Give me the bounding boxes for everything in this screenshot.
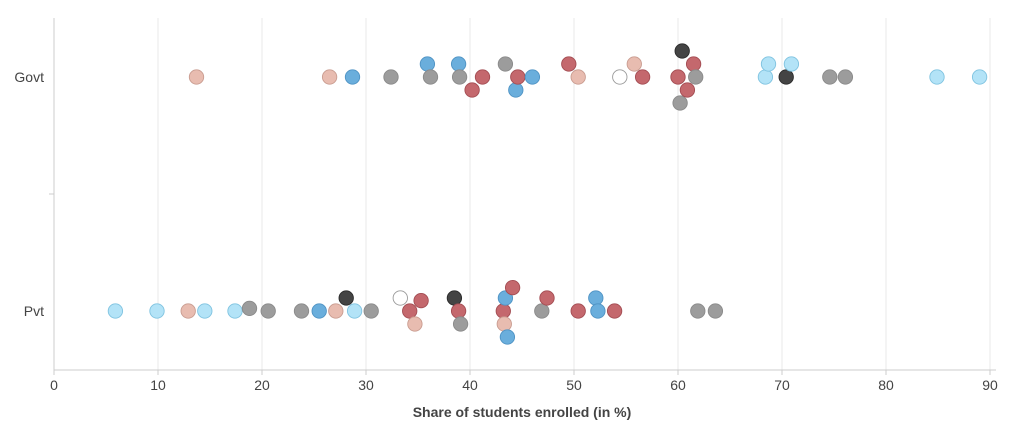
data-point-pvt-47 [402,303,418,319]
data-point-govt-23 [685,56,702,72]
data-point-pvt-61 [588,290,604,306]
data-point-pvt-51 [450,303,467,319]
data-point-pvt-62 [590,303,606,319]
data-point-govt-28 [783,56,800,72]
x-tick-label-90: 90 [982,377,998,393]
data-point-govt-5 [422,69,439,85]
data-point-govt-12 [510,69,526,85]
data-point-pvt-33 [107,303,124,319]
data-point-pvt-64 [690,303,706,319]
data-point-govt-2 [344,69,361,85]
data-point-pvt-53 [495,303,511,319]
x-tick-label-70: 70 [774,377,790,393]
data-point-pvt-60 [570,303,586,319]
data-point-pvt-65 [707,303,724,319]
data-point-pvt-48 [407,316,423,332]
x-tick-label-50: 50 [566,377,582,393]
x-tick-label-10: 10 [150,377,166,393]
data-point-govt-11 [508,82,524,98]
data-point-govt-13 [524,69,541,85]
data-points [107,43,988,345]
data-point-pvt-42 [328,303,344,319]
data-point-pvt-34 [149,303,165,319]
data-point-pvt-52 [452,316,469,332]
data-point-govt-16 [612,69,628,85]
x-axis-title: Share of students enrolled (in %) [413,404,632,420]
data-point-pvt-44 [346,303,363,319]
data-point-pvt-54 [496,316,512,332]
data-point-govt-26 [760,56,777,72]
data-point-govt-4 [419,56,436,72]
data-point-govt-0 [188,69,205,85]
category-label-govt: Govt [14,69,44,85]
x-tick-label-40: 40 [462,377,478,393]
x-tick-label-20: 20 [254,377,270,393]
data-point-govt-31 [929,69,945,85]
data-point-pvt-46 [392,290,408,306]
data-point-govt-10 [497,56,514,72]
category-labels: Govt Pvt [14,69,44,319]
data-point-govt-30 [837,69,854,85]
x-tick-label-0: 0 [50,377,58,393]
data-point-govt-14 [561,56,577,72]
x-tick-label-60: 60 [670,377,686,393]
data-point-pvt-63 [606,303,623,319]
data-point-pvt-58 [534,303,550,319]
data-point-pvt-57 [504,279,521,296]
data-point-govt-18 [634,69,651,85]
x-tick-labels: 0 10 20 30 40 50 60 70 80 90 [50,377,998,393]
data-point-pvt-39 [260,303,276,319]
data-point-pvt-37 [227,303,243,319]
data-point-govt-6 [450,56,467,72]
data-point-pvt-35 [180,303,196,319]
data-point-govt-8 [464,82,480,98]
x-tick-label-80: 80 [878,377,894,393]
data-point-govt-22 [679,82,696,98]
data-point-pvt-50 [446,290,463,306]
data-point-pvt-36 [197,303,213,319]
data-point-govt-9 [474,69,491,85]
data-point-govt-29 [822,69,838,85]
data-point-govt-1 [321,69,338,85]
data-point-pvt-55 [497,290,514,306]
data-point-pvt-45 [363,303,379,319]
data-point-pvt-49 [413,292,429,309]
axes [49,18,996,375]
data-point-pvt-38 [241,300,258,317]
data-point-govt-24 [688,69,704,85]
x-tick-label-30: 30 [358,377,374,393]
data-point-govt-3 [383,69,399,85]
data-point-pvt-41 [311,303,327,319]
data-point-pvt-59 [539,290,555,306]
data-point-govt-15 [570,69,586,85]
data-point-pvt-40 [293,303,310,319]
category-label-pvt: Pvt [24,303,44,319]
data-point-govt-17 [626,56,642,72]
data-point-govt-19 [670,69,686,85]
data-point-govt-32 [971,69,988,85]
data-point-govt-21 [674,43,690,59]
data-point-pvt-43 [338,290,354,306]
data-point-pvt-56 [499,329,516,345]
data-point-govt-27 [778,69,794,85]
data-point-govt-20 [672,95,688,111]
data-point-govt-25 [757,69,774,85]
data-point-govt-7 [451,69,468,85]
